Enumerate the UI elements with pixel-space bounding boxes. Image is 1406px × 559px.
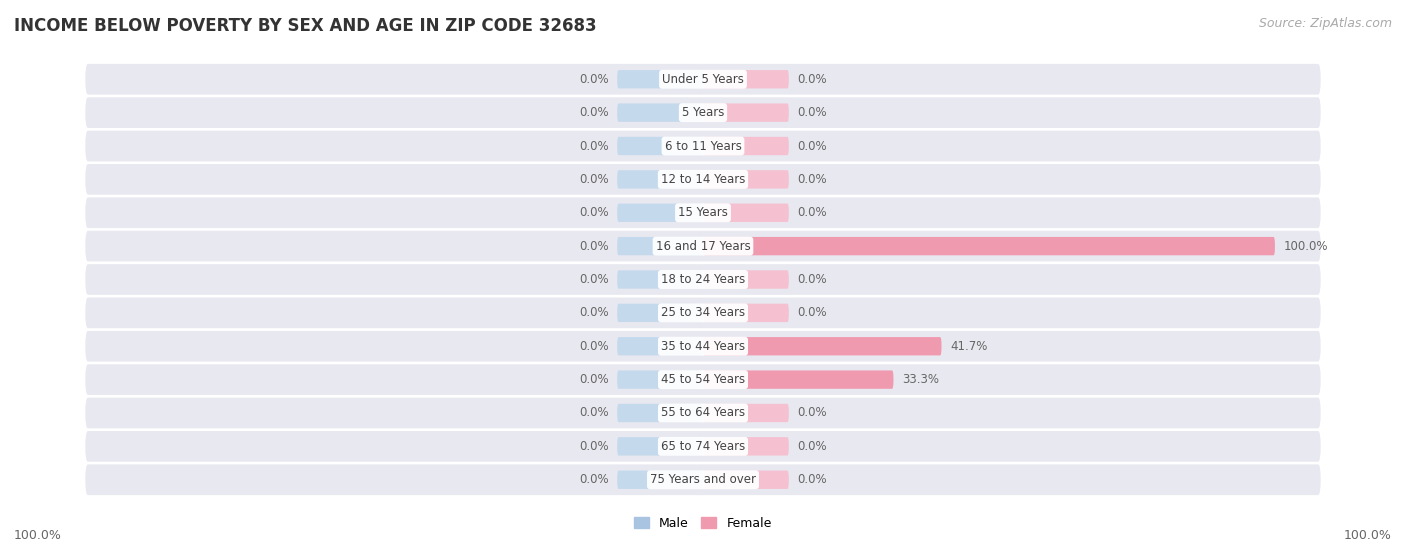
Text: 0.0%: 0.0%: [797, 173, 827, 186]
Text: 0.0%: 0.0%: [797, 473, 827, 486]
Text: 0.0%: 0.0%: [579, 206, 609, 219]
Text: 0.0%: 0.0%: [797, 406, 827, 419]
FancyBboxPatch shape: [703, 437, 789, 456]
Text: 0.0%: 0.0%: [579, 173, 609, 186]
Text: 0.0%: 0.0%: [797, 73, 827, 86]
FancyBboxPatch shape: [617, 203, 703, 222]
Text: 0.0%: 0.0%: [797, 273, 827, 286]
Text: INCOME BELOW POVERTY BY SEX AND AGE IN ZIP CODE 32683: INCOME BELOW POVERTY BY SEX AND AGE IN Z…: [14, 17, 596, 35]
Text: 41.7%: 41.7%: [950, 340, 987, 353]
Text: 55 to 64 Years: 55 to 64 Years: [661, 406, 745, 419]
FancyBboxPatch shape: [617, 304, 703, 322]
FancyBboxPatch shape: [86, 465, 1320, 495]
FancyBboxPatch shape: [617, 70, 703, 88]
FancyBboxPatch shape: [86, 164, 1320, 195]
FancyBboxPatch shape: [86, 397, 1320, 428]
FancyBboxPatch shape: [617, 337, 703, 356]
FancyBboxPatch shape: [86, 231, 1320, 262]
FancyBboxPatch shape: [703, 170, 789, 188]
Text: 45 to 54 Years: 45 to 54 Years: [661, 373, 745, 386]
FancyBboxPatch shape: [703, 337, 942, 356]
FancyBboxPatch shape: [86, 197, 1320, 228]
Text: Under 5 Years: Under 5 Years: [662, 73, 744, 86]
FancyBboxPatch shape: [703, 70, 789, 88]
FancyBboxPatch shape: [86, 331, 1320, 362]
FancyBboxPatch shape: [703, 103, 789, 122]
Text: 5 Years: 5 Years: [682, 106, 724, 119]
FancyBboxPatch shape: [86, 364, 1320, 395]
Text: 75 Years and over: 75 Years and over: [650, 473, 756, 486]
FancyBboxPatch shape: [617, 103, 703, 122]
Text: 65 to 74 Years: 65 to 74 Years: [661, 440, 745, 453]
FancyBboxPatch shape: [86, 131, 1320, 162]
FancyBboxPatch shape: [617, 137, 703, 155]
FancyBboxPatch shape: [703, 137, 789, 155]
Text: 0.0%: 0.0%: [797, 306, 827, 319]
FancyBboxPatch shape: [703, 237, 1275, 255]
FancyBboxPatch shape: [617, 237, 703, 255]
Text: 33.3%: 33.3%: [903, 373, 939, 386]
Text: 0.0%: 0.0%: [797, 106, 827, 119]
FancyBboxPatch shape: [617, 371, 703, 389]
Text: 0.0%: 0.0%: [797, 206, 827, 219]
Text: 100.0%: 100.0%: [1284, 240, 1329, 253]
Text: 0.0%: 0.0%: [579, 373, 609, 386]
Text: 0.0%: 0.0%: [579, 473, 609, 486]
FancyBboxPatch shape: [703, 371, 893, 389]
Text: 0.0%: 0.0%: [579, 140, 609, 153]
FancyBboxPatch shape: [86, 64, 1320, 94]
Text: 16 and 17 Years: 16 and 17 Years: [655, 240, 751, 253]
Text: 12 to 14 Years: 12 to 14 Years: [661, 173, 745, 186]
Text: 0.0%: 0.0%: [579, 106, 609, 119]
Text: 100.0%: 100.0%: [14, 529, 62, 542]
FancyBboxPatch shape: [617, 271, 703, 288]
Text: 0.0%: 0.0%: [797, 440, 827, 453]
Text: 0.0%: 0.0%: [579, 340, 609, 353]
Text: 0.0%: 0.0%: [579, 440, 609, 453]
Text: 25 to 34 Years: 25 to 34 Years: [661, 306, 745, 319]
Legend: Male, Female: Male, Female: [630, 512, 776, 535]
FancyBboxPatch shape: [86, 264, 1320, 295]
Text: 0.0%: 0.0%: [579, 406, 609, 419]
Text: 100.0%: 100.0%: [1344, 529, 1392, 542]
FancyBboxPatch shape: [86, 297, 1320, 328]
FancyBboxPatch shape: [617, 471, 703, 489]
Text: 15 Years: 15 Years: [678, 206, 728, 219]
Text: Source: ZipAtlas.com: Source: ZipAtlas.com: [1258, 17, 1392, 30]
Text: 0.0%: 0.0%: [797, 140, 827, 153]
Text: 0.0%: 0.0%: [579, 73, 609, 86]
FancyBboxPatch shape: [703, 471, 789, 489]
Text: 0.0%: 0.0%: [579, 240, 609, 253]
FancyBboxPatch shape: [703, 304, 789, 322]
Text: 35 to 44 Years: 35 to 44 Years: [661, 340, 745, 353]
FancyBboxPatch shape: [703, 203, 789, 222]
FancyBboxPatch shape: [617, 437, 703, 456]
Text: 0.0%: 0.0%: [579, 306, 609, 319]
Text: 6 to 11 Years: 6 to 11 Years: [665, 140, 741, 153]
FancyBboxPatch shape: [617, 404, 703, 422]
FancyBboxPatch shape: [86, 431, 1320, 462]
Text: 18 to 24 Years: 18 to 24 Years: [661, 273, 745, 286]
FancyBboxPatch shape: [86, 97, 1320, 128]
FancyBboxPatch shape: [703, 404, 789, 422]
FancyBboxPatch shape: [703, 271, 789, 288]
Text: 0.0%: 0.0%: [579, 273, 609, 286]
FancyBboxPatch shape: [617, 170, 703, 188]
